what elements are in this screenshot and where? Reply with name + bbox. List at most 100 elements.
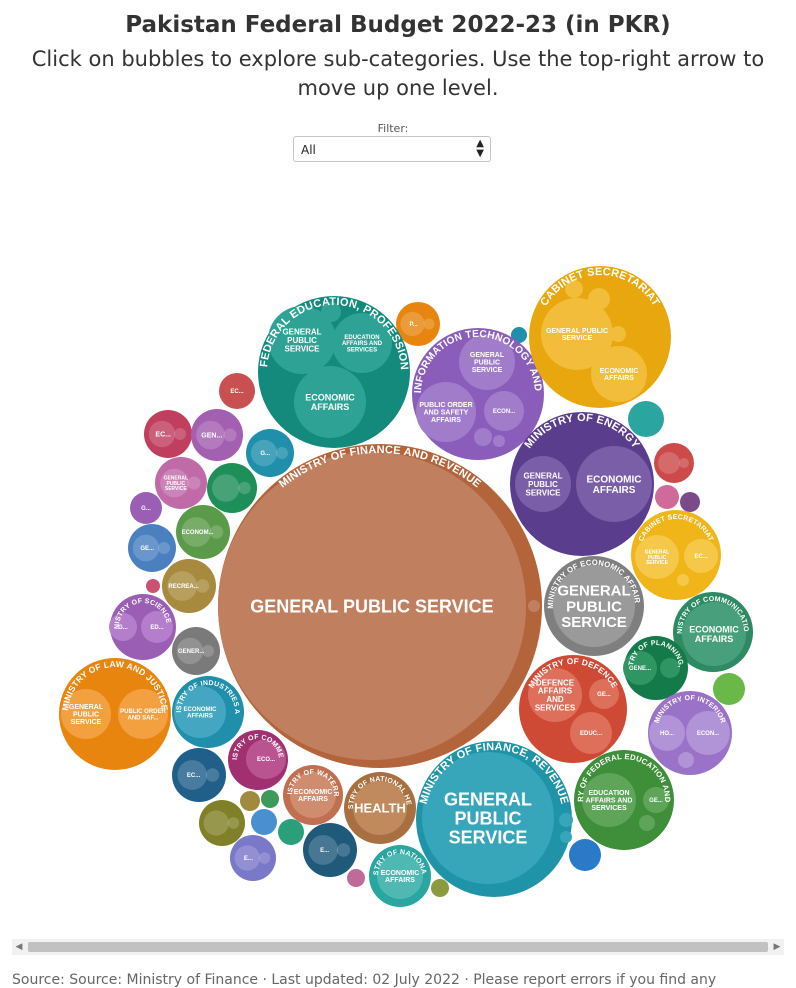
- sub-bubble-public-order-and-safety-affairs-1[interactable]: [416, 382, 476, 442]
- sub-bubble-ec-1[interactable]: [684, 539, 718, 573]
- sub-bubble-g-0[interactable]: [109, 613, 137, 641]
- bubble-circle[interactable]: [347, 869, 365, 887]
- bubble-e-14[interactable]: E...: [303, 823, 357, 877]
- bubble-circle[interactable]: [172, 627, 220, 675]
- bubble-circle[interactable]: [569, 839, 601, 871]
- sub-bubble-p-2[interactable]: [565, 280, 583, 298]
- bubble-ec-12[interactable]: EC...: [172, 748, 226, 802]
- bubble-circle[interactable]: [396, 302, 440, 346]
- sub-bubble-unlabeled-4[interactable]: [493, 435, 505, 447]
- bubble-unlabeled-23[interactable]: [199, 800, 245, 846]
- scroll-left-icon[interactable]: ◀: [15, 942, 23, 952]
- bubble-unlabeled-26[interactable]: [251, 809, 277, 835]
- sub-bubble-ed-1[interactable]: [141, 611, 173, 643]
- sub-bubble-general-public-service-0[interactable]: [61, 689, 111, 739]
- bubble-circle[interactable]: [511, 327, 527, 343]
- bubble-circle[interactable]: [219, 373, 255, 409]
- bubble-circle[interactable]: [628, 401, 664, 437]
- bubble-unlabeled-19[interactable]: [680, 492, 700, 512]
- bubble-circle[interactable]: [162, 559, 216, 613]
- sub-bubble-economic-affairs-1[interactable]: [591, 346, 647, 402]
- bubble-general-public-service-5[interactable]: GENERAL PUBLIC SERVICE: [155, 457, 207, 509]
- sub-bubble-unlabeled-2[interactable]: [560, 831, 572, 843]
- bubble-ec-1[interactable]: EC...: [219, 373, 255, 409]
- bubble-recrea-10[interactable]: RECREA...: [162, 559, 216, 613]
- sub-bubble-economic-affairs-0[interactable]: [377, 853, 423, 899]
- sub-bubble-unlabeled-2[interactable]: [678, 752, 694, 768]
- bubble-e-13[interactable]: E...: [230, 835, 276, 881]
- bubble-circle[interactable]: [155, 457, 207, 509]
- bubble-circle[interactable]: [431, 879, 449, 897]
- bubble-circle[interactable]: [176, 505, 230, 559]
- bubble-circle[interactable]: [713, 673, 745, 705]
- bubble-ge-9[interactable]: GE...: [128, 524, 176, 572]
- bubble-circle[interactable]: [191, 409, 243, 461]
- sub-bubble-ge-1[interactable]: [643, 787, 669, 813]
- bubble-circle[interactable]: [655, 485, 679, 509]
- sub-bubble-education-affairs-and-services-1[interactable]: [332, 313, 392, 373]
- sub-bubble-educ-2[interactable]: [570, 712, 612, 754]
- sub-bubble-general-public-service-0[interactable]: [218, 452, 526, 760]
- bubble-unlabeled-24[interactable]: [240, 791, 260, 811]
- sub-bubble-general-public-service-0[interactable]: [553, 565, 635, 647]
- bubble-unlabeled-29[interactable]: [431, 879, 449, 897]
- sub-bubble-general-public-service-0[interactable]: [635, 535, 679, 579]
- bubble-circle[interactable]: [654, 443, 694, 483]
- sub-bubble-economic-affairs-0[interactable]: [682, 602, 746, 666]
- bubble-unlabeled-6[interactable]: [207, 463, 257, 513]
- sub-bubble-general-public-service-0[interactable]: [515, 456, 571, 512]
- sub-bubble-health-0[interactable]: [353, 781, 407, 835]
- sub-bubble-unlabeled-1[interactable]: [660, 658, 680, 678]
- sub-bubble-unlabeled-3[interactable]: [588, 288, 610, 310]
- bubble-circle[interactable]: [240, 791, 260, 811]
- sub-bubble-general-public-service-0[interactable]: [422, 752, 554, 884]
- filter-dropdown[interactable]: All ▲ ▼: [293, 136, 491, 162]
- bubble-unlabeled-15[interactable]: [511, 327, 527, 343]
- sub-bubble-economic-affairs-0[interactable]: [290, 772, 336, 818]
- bubble-p-0[interactable]: P...: [396, 302, 440, 346]
- bubble-circle[interactable]: [680, 492, 700, 512]
- horizontal-scrollbar[interactable]: ◀ ▶: [12, 939, 784, 955]
- bubble-circle[interactable]: [128, 524, 176, 572]
- sub-bubble-gene-0[interactable]: [623, 651, 657, 685]
- sub-bubble-ge-1[interactable]: [589, 679, 619, 709]
- bubble-circle[interactable]: [261, 790, 279, 808]
- bubble-unlabeled-20[interactable]: [713, 673, 745, 705]
- sub-bubble-eco-0[interactable]: [246, 739, 286, 779]
- bubble-circle[interactable]: [303, 823, 357, 877]
- bubble-circle[interactable]: [207, 463, 257, 513]
- group-ministry-of-federal-education-professional-training-2[interactable]: GENERAL PUBLIC SERVICE EDUCATION AFFAIRS AND…: [0, 180, 410, 448]
- group-circle[interactable]: [59, 658, 171, 770]
- bubble-circle[interactable]: [278, 819, 304, 845]
- bubble-circle[interactable]: [251, 809, 277, 835]
- bubble-circle[interactable]: [230, 835, 276, 881]
- bubble-unlabeled-17[interactable]: [654, 443, 694, 483]
- bubble-g-7[interactable]: G...: [130, 492, 162, 524]
- sub-bubble-unlabeled-3[interactable]: [474, 428, 492, 446]
- sub-bubble-public-order-and-saf-1[interactable]: [118, 689, 168, 739]
- group-ministry-of-law-and-justice-13[interactable]: GENERAL PUBLIC SERVICE PUBLIC ORDER AND SAF.…: [59, 658, 171, 770]
- sub-bubble-general-public-service-0[interactable]: [541, 298, 613, 370]
- bubble-circle[interactable]: [199, 800, 245, 846]
- sub-bubble-economic-affairs-0[interactable]: [174, 686, 226, 738]
- bubble-unlabeled-25[interactable]: [261, 790, 279, 808]
- bubble-circle[interactable]: [144, 410, 192, 458]
- bubble-gener-11[interactable]: GENER...: [172, 627, 220, 675]
- sub-bubble-unlabeled-3[interactable]: [321, 302, 341, 322]
- sub-bubble-ho-0[interactable]: [649, 715, 685, 751]
- bubble-circle[interactable]: [246, 429, 294, 477]
- sub-bubble-unlabeled-2[interactable]: [639, 815, 655, 831]
- scrollbar-thumb[interactable]: [28, 942, 768, 952]
- sub-bubble-econ-1[interactable]: [686, 711, 730, 755]
- sub-bubble-unlabeled-1[interactable]: [528, 600, 540, 612]
- bubble-econom-8[interactable]: ECONOM...: [176, 505, 230, 559]
- sub-bubble-general-public-service-0[interactable]: [459, 334, 515, 390]
- group-ministry-of-defence-10[interactable]: DEFENCE AFFAIRS AND SERVICESGE...EDUC...MIN…: [519, 655, 627, 763]
- sub-bubble-general-public-service-0[interactable]: [268, 306, 336, 374]
- bubble-g-4[interactable]: G...: [246, 429, 294, 477]
- sub-bubble-defence-affairs-and-services-0[interactable]: [528, 668, 582, 722]
- sub-bubble-unlabeled-2[interactable]: [677, 574, 689, 586]
